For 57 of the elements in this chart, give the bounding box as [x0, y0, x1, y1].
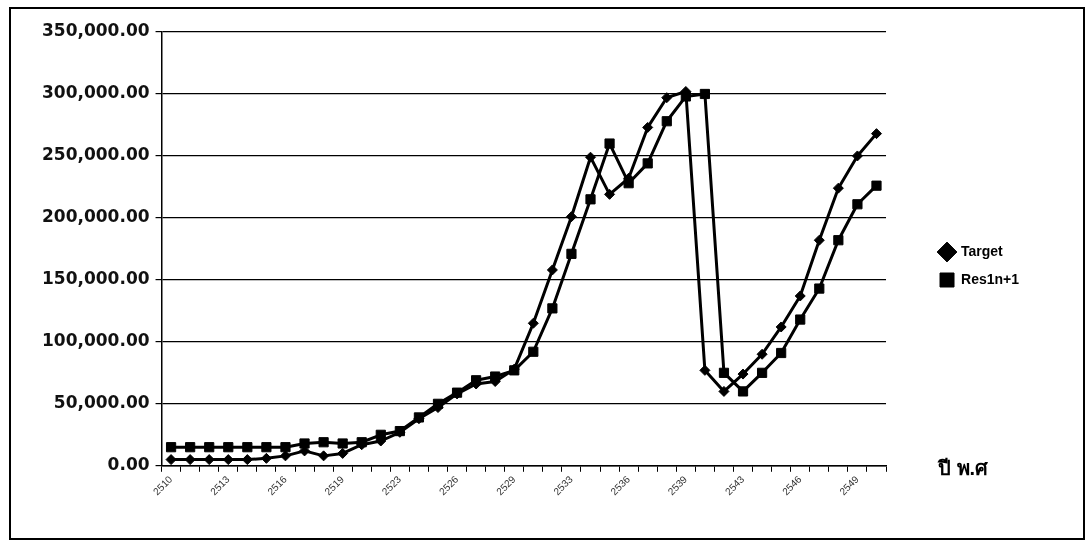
- point: [775, 321, 787, 333]
- point: [337, 447, 349, 459]
- point: [261, 442, 272, 453]
- y-tick-label: 200,000.00: [42, 206, 150, 227]
- y-tick-label: 250,000.00: [42, 144, 150, 165]
- point: [223, 442, 234, 453]
- point: [242, 442, 253, 453]
- point: [814, 283, 825, 294]
- legend-label: Res1n+1: [961, 270, 1020, 287]
- point: [813, 234, 825, 246]
- point: [737, 368, 749, 380]
- point: [737, 386, 749, 397]
- point: [871, 180, 882, 191]
- point: [604, 188, 616, 200]
- point: [756, 348, 768, 360]
- point: [870, 128, 882, 140]
- point: [852, 199, 863, 210]
- point: [165, 442, 177, 453]
- point: [776, 347, 787, 359]
- y-tick-label: 100,000.00: [42, 330, 150, 351]
- point: [318, 450, 330, 462]
- point: [279, 450, 291, 462]
- y-tick-label: 50,000.00: [53, 392, 150, 413]
- legend-label: Target: [961, 242, 1004, 259]
- point: [260, 452, 272, 464]
- point: [642, 121, 654, 133]
- point: [547, 303, 558, 314]
- point: [565, 211, 577, 223]
- point: [318, 437, 329, 448]
- point: [642, 158, 653, 169]
- point: [832, 182, 844, 194]
- x-axis-title: ปี พ.ศ: [937, 457, 990, 480]
- point: [585, 151, 597, 163]
- point: [280, 442, 291, 453]
- point: [204, 442, 215, 453]
- point: [585, 194, 596, 205]
- point: [794, 290, 806, 302]
- point: [337, 438, 348, 449]
- y-tick-label: 300,000.00: [42, 82, 150, 103]
- point: [566, 248, 577, 259]
- point: [718, 367, 730, 378]
- point: [833, 235, 844, 246]
- point: [527, 317, 539, 329]
- y-tick-label: 0.00: [107, 454, 150, 475]
- point: [795, 314, 806, 325]
- point: [757, 367, 768, 378]
- point: [851, 150, 863, 162]
- point: [528, 346, 539, 357]
- y-tick-label: 150,000.00: [42, 268, 150, 289]
- point: [718, 385, 730, 397]
- point: [661, 116, 672, 127]
- point: [185, 442, 196, 453]
- point: [546, 264, 558, 276]
- y-tick-label: 350,000.00: [42, 20, 150, 41]
- point: [699, 88, 710, 100]
- point: [604, 138, 615, 149]
- point: [661, 92, 673, 104]
